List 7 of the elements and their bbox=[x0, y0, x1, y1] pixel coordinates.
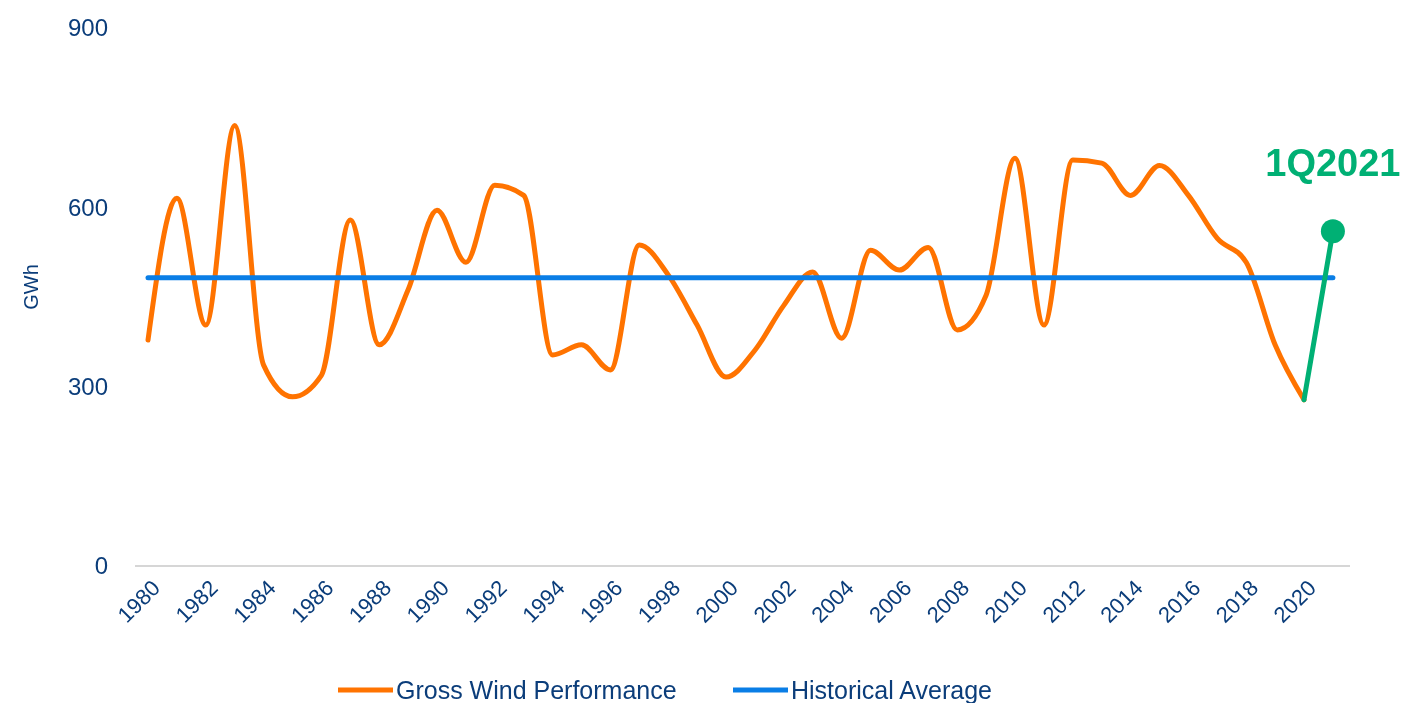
annotation: 1Q2021 bbox=[1265, 142, 1401, 185]
y-tick-label: 0 bbox=[94, 552, 108, 580]
legend-label: Gross Wind Performance bbox=[396, 675, 677, 704]
y-tick-label: 900 bbox=[67, 14, 108, 42]
y-tick-label: 600 bbox=[67, 193, 108, 221]
y-axis-title: GWh bbox=[20, 264, 42, 310]
y-tick-label: 300 bbox=[67, 373, 108, 401]
